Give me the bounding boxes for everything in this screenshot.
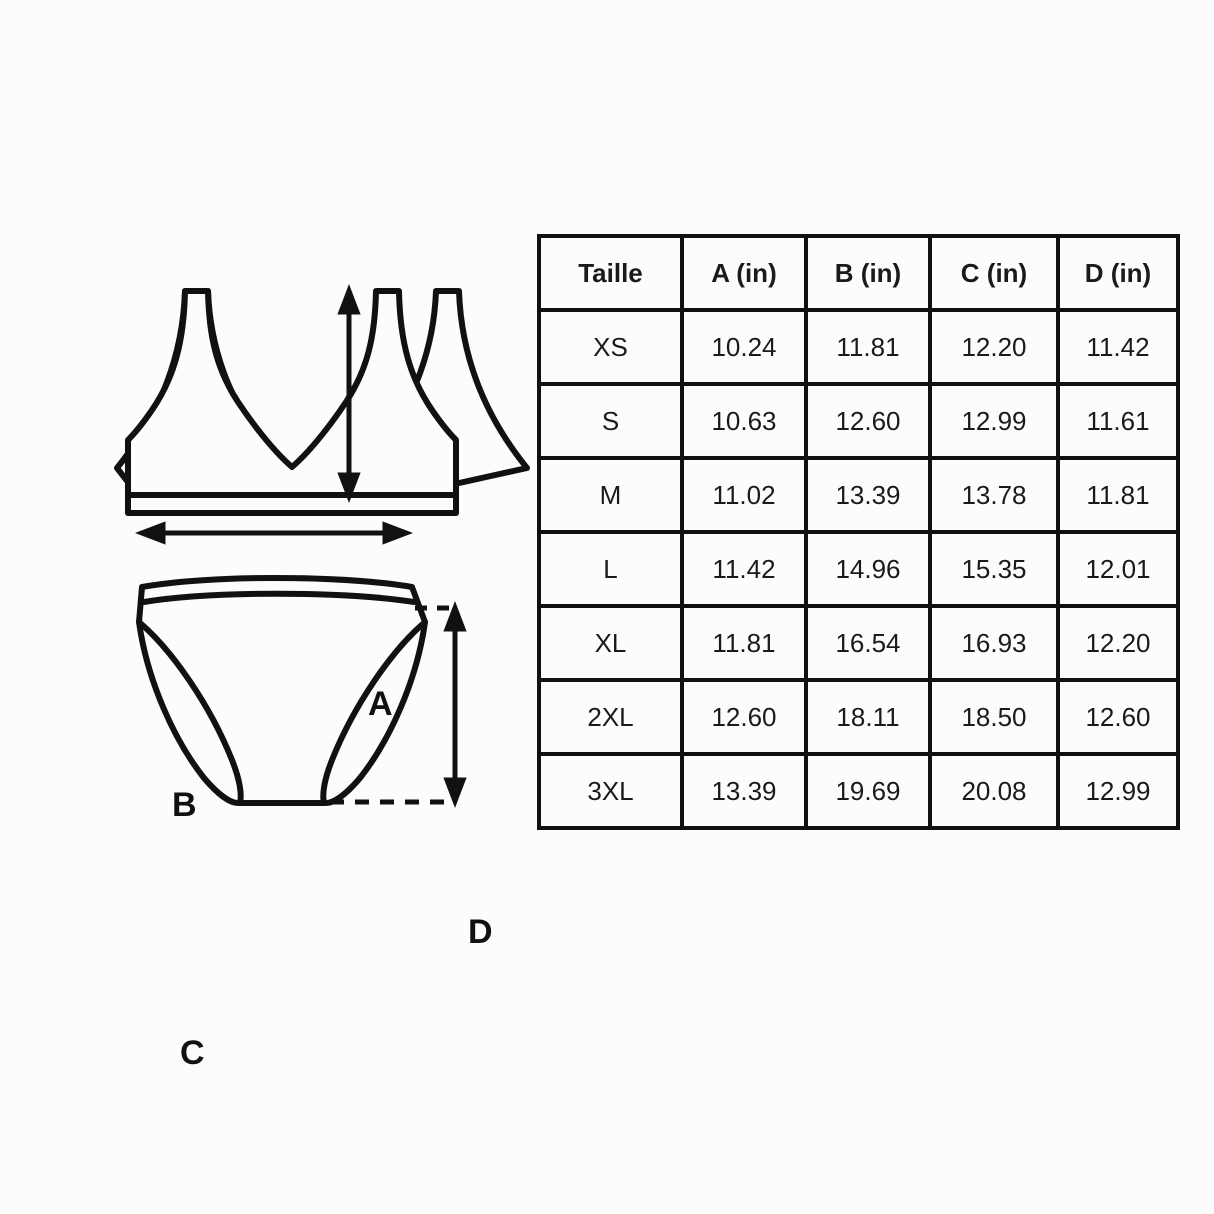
dimension-label-b: B (172, 786, 197, 824)
cell-c: 12.20 (928, 308, 1060, 386)
table-row: XS 10.24 11.81 12.20 11.42 (537, 308, 1180, 386)
size-table: Taille A (in) B (in) C (in) D (in) XS 10… (537, 234, 1180, 830)
table-header: Taille A (in) B (in) C (in) D (in) (537, 234, 1180, 312)
dimension-label-d: D (468, 913, 493, 951)
cell-size: M (537, 456, 684, 534)
cell-c: 13.78 (928, 456, 1060, 534)
cell-d: 12.01 (1056, 530, 1180, 608)
cell-d: 12.20 (1056, 604, 1180, 682)
cell-c: 12.99 (928, 382, 1060, 460)
cell-a: 12.60 (680, 678, 808, 756)
cell-size: 2XL (537, 678, 684, 756)
cell-b: 19.69 (804, 752, 932, 830)
dimension-arrow-b (134, 521, 414, 545)
cell-size: L (537, 530, 684, 608)
cell-size: XL (537, 604, 684, 682)
cell-b: 12.60 (804, 382, 932, 460)
cell-d: 11.61 (1056, 382, 1180, 460)
cell-size: XS (537, 308, 684, 386)
cell-a: 11.42 (680, 530, 808, 608)
column-header-b: B (in) (804, 234, 932, 312)
sports-bra-shape (125, 288, 459, 516)
table-row: M 11.02 13.39 13.78 11.81 (537, 456, 1180, 534)
table-row: 2XL 12.60 18.11 18.50 12.60 (537, 678, 1180, 756)
table-row: S 10.63 12.60 12.99 11.61 (537, 382, 1180, 460)
cell-b: 14.96 (804, 530, 932, 608)
cell-d: 11.42 (1056, 308, 1180, 386)
cell-d: 11.81 (1056, 456, 1180, 534)
table-row: L 11.42 14.96 15.35 12.01 (537, 530, 1180, 608)
cell-b: 13.39 (804, 456, 932, 534)
cell-c: 18.50 (928, 678, 1060, 756)
dimension-label-c: C (180, 1034, 205, 1072)
table-row: 3XL 13.39 19.69 20.08 12.99 (537, 752, 1180, 830)
dimension-arrow-a (337, 283, 361, 504)
cell-c: 20.08 (928, 752, 1060, 830)
cell-b: 16.54 (804, 604, 932, 682)
cell-c: 15.35 (928, 530, 1060, 608)
header-row: Taille A (in) B (in) C (in) D (in) (537, 234, 1180, 312)
garment-illustration: A B C D (60, 250, 530, 1070)
cell-b: 18.11 (804, 678, 932, 756)
dimension-label-a: A (368, 685, 393, 723)
table-body: XS 10.24 11.81 12.20 11.42 S 10.63 12.60… (537, 308, 1180, 830)
table-row: XL 11.81 16.54 16.93 12.20 (537, 604, 1180, 682)
cell-a: 13.39 (680, 752, 808, 830)
cell-d: 12.60 (1056, 678, 1180, 756)
column-header-d: D (in) (1056, 234, 1180, 312)
cell-size: 3XL (537, 752, 684, 830)
cell-a: 11.81 (680, 604, 808, 682)
dimension-arrow-d (443, 600, 467, 809)
column-header-c: C (in) (928, 234, 1060, 312)
cell-a: 11.02 (680, 456, 808, 534)
garment-diagram-svg (114, 283, 530, 809)
column-header-a: A (in) (680, 234, 808, 312)
cell-size: S (537, 382, 684, 460)
column-header-size: Taille (537, 234, 684, 312)
cell-a: 10.63 (680, 382, 808, 460)
size-table-container: Taille A (in) B (in) C (in) D (in) XS 10… (537, 234, 1180, 830)
cell-b: 11.81 (804, 308, 932, 386)
cell-c: 16.93 (928, 604, 1060, 682)
brief-shape (136, 575, 428, 806)
cell-d: 12.99 (1056, 752, 1180, 830)
cell-a: 10.24 (680, 308, 808, 386)
